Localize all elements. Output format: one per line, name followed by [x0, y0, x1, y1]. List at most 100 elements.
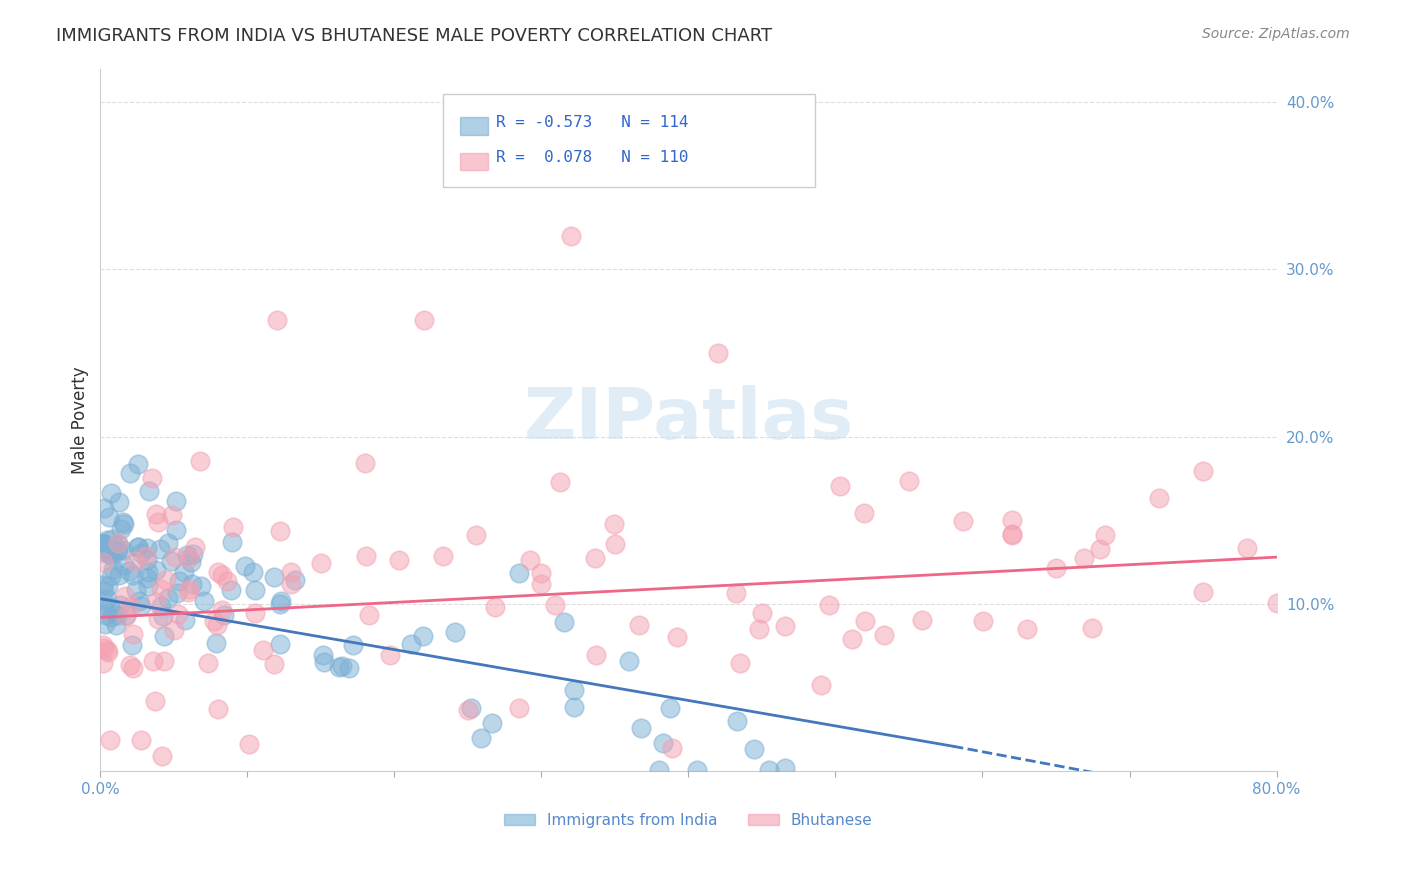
Immigrants from India	[156, 536, 179, 550]
Bhutanese	[1015, 622, 1038, 636]
Immigrants from India	[100, 610, 122, 624]
Bhutanese	[146, 516, 169, 530]
Bhutanese	[150, 748, 173, 763]
Bhutanese	[211, 602, 233, 616]
Bhutanese	[150, 582, 173, 596]
Bhutanese	[810, 678, 832, 692]
Bhutanese	[188, 454, 211, 468]
Immigrants from India	[91, 536, 114, 550]
Bhutanese	[142, 654, 165, 668]
Bhutanese	[911, 614, 934, 628]
Immigrants from India	[165, 524, 187, 538]
Immigrants from India	[157, 591, 180, 606]
Immigrants from India	[93, 537, 115, 551]
Immigrants from India	[127, 540, 149, 554]
Immigrants from India	[135, 571, 157, 585]
Immigrants from India	[105, 608, 128, 623]
Bhutanese	[122, 660, 145, 674]
Bhutanese	[163, 623, 186, 637]
Immigrants from India	[460, 700, 482, 714]
Bhutanese	[707, 346, 730, 360]
Bhutanese	[751, 607, 773, 621]
Immigrants from India	[242, 565, 264, 579]
Bhutanese	[1080, 621, 1102, 635]
Immigrants from India	[136, 553, 159, 567]
Immigrants from India	[108, 495, 131, 509]
Bhutanese	[1001, 527, 1024, 541]
Immigrants from India	[773, 761, 796, 775]
Immigrants from India	[181, 576, 204, 591]
Bhutanese	[841, 632, 863, 646]
Immigrants from India	[686, 763, 709, 777]
Immigrants from India	[112, 558, 135, 573]
Bhutanese	[1045, 560, 1067, 574]
Immigrants from India	[742, 742, 765, 756]
Bhutanese	[207, 702, 229, 716]
Immigrants from India	[138, 565, 160, 579]
Bhutanese	[1094, 527, 1116, 541]
Immigrants from India	[659, 701, 682, 715]
Immigrants from India	[129, 599, 152, 614]
Immigrants from India	[652, 736, 675, 750]
Bhutanese	[828, 478, 851, 492]
Immigrants from India	[127, 540, 149, 554]
Bhutanese	[354, 456, 377, 470]
Bhutanese	[266, 312, 288, 326]
Immigrants from India	[100, 532, 122, 546]
Immigrants from India	[100, 543, 122, 558]
Bhutanese	[107, 535, 129, 549]
Bhutanese	[97, 645, 120, 659]
Immigrants from India	[128, 593, 150, 607]
Bhutanese	[252, 642, 274, 657]
Bhutanese	[627, 617, 650, 632]
Immigrants from India	[152, 608, 174, 623]
Bhutanese	[129, 732, 152, 747]
Immigrants from India	[93, 578, 115, 592]
Immigrants from India	[136, 541, 159, 556]
Bhutanese	[263, 657, 285, 671]
Immigrants from India	[107, 542, 129, 557]
Immigrants from India	[176, 548, 198, 562]
Bhutanese	[560, 228, 582, 243]
Immigrants from India	[124, 582, 146, 597]
Immigrants from India	[149, 599, 172, 613]
Immigrants from India	[94, 616, 117, 631]
Bhutanese	[853, 614, 876, 628]
Bhutanese	[508, 701, 530, 715]
Bhutanese	[748, 622, 770, 636]
Immigrants from India	[174, 613, 197, 627]
Immigrants from India	[193, 594, 215, 608]
Immigrants from India	[245, 582, 267, 597]
Immigrants from India	[112, 515, 135, 529]
Bhutanese	[243, 607, 266, 621]
Bhutanese	[603, 517, 626, 532]
Bhutanese	[585, 648, 607, 663]
Immigrants from India	[114, 517, 136, 532]
Bhutanese	[217, 574, 239, 588]
Immigrants from India	[470, 731, 492, 746]
Immigrants from India	[725, 714, 748, 728]
Immigrants from India	[648, 763, 671, 777]
Immigrants from India	[269, 597, 291, 611]
Bhutanese	[1073, 550, 1095, 565]
Bhutanese	[280, 576, 302, 591]
Immigrants from India	[342, 638, 364, 652]
Bhutanese	[146, 612, 169, 626]
Text: Source: ZipAtlas.com: Source: ZipAtlas.com	[1202, 27, 1350, 41]
Immigrants from India	[159, 554, 181, 568]
Immigrants from India	[96, 591, 118, 606]
Immigrants from India	[96, 533, 118, 547]
Bhutanese	[1001, 513, 1024, 527]
Immigrants from India	[221, 534, 243, 549]
Immigrants from India	[97, 579, 120, 593]
Bhutanese	[120, 599, 142, 614]
Immigrants from India	[105, 542, 128, 557]
Legend: Immigrants from India, Bhutanese: Immigrants from India, Bhutanese	[498, 806, 879, 834]
Bhutanese	[93, 640, 115, 655]
Immigrants from India	[617, 654, 640, 668]
Immigrants from India	[553, 615, 575, 629]
Immigrants from India	[330, 659, 353, 673]
Bhutanese	[773, 619, 796, 633]
Immigrants from India	[107, 536, 129, 550]
Immigrants from India	[98, 510, 121, 524]
